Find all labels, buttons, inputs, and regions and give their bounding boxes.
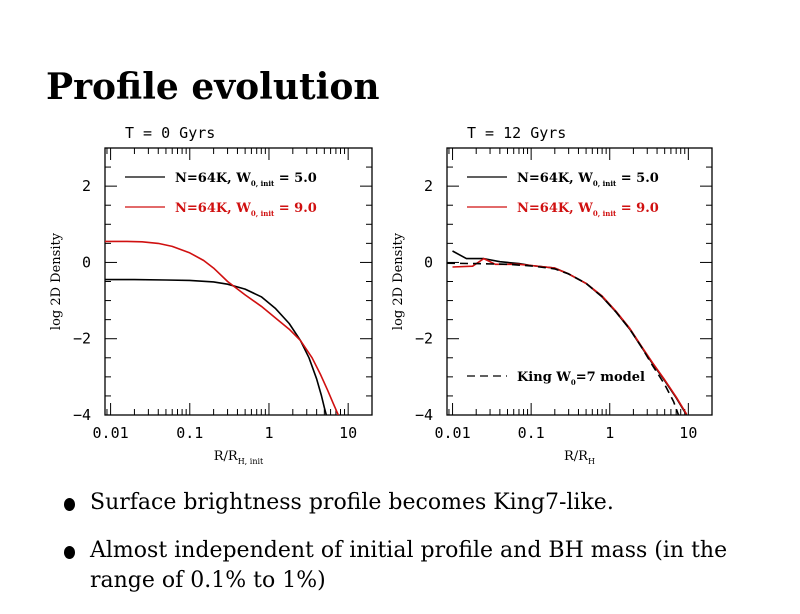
y-axis-label: log 2D Density — [391, 232, 406, 330]
legend-label-suffix: = 5.0 — [616, 171, 659, 186]
x-tick-label: 0.1 — [518, 424, 545, 442]
y-tick-label: −4 — [73, 406, 91, 424]
x-tick-label: 10 — [679, 424, 697, 442]
series-line-0 — [452, 250, 688, 415]
bullet-dot-icon — [64, 498, 75, 511]
y-axis-label: log 2D Density — [49, 232, 64, 330]
bullet-item: Surface brightness profile becomes King7… — [62, 488, 782, 518]
legend-label-sub: 0, init — [593, 209, 617, 218]
chart-panel-t0: 0.01 0.1 1 10 −4 −2 0 2 T = 0 Gyrs R/RH, init log … — [49, 124, 373, 466]
legend-label-2: King W0=7 model — [517, 370, 645, 387]
y-tick-label: −2 — [415, 330, 433, 348]
y-tick-label: 0 — [424, 253, 433, 271]
bullet-text: Surface brightness profile becomes King7… — [90, 490, 614, 515]
legend-label-main: N=64K, W — [517, 201, 593, 216]
panel-title: T = 12 Gyrs — [467, 124, 566, 142]
legend-label-main: King W — [517, 370, 571, 385]
bullet-dot-icon — [64, 546, 75, 559]
series-line-2 — [447, 262, 680, 415]
y-tick-label: 0 — [82, 253, 91, 271]
legend-label-1: N=64K, W0, init = 9.0 — [517, 201, 659, 218]
bullet-item: Almost independent of initial profile an… — [62, 536, 782, 596]
x-tick-label: 0.01 — [434, 424, 470, 442]
legend-label-suffix: = 5.0 — [274, 171, 317, 186]
x-axis-label-main: R/R — [214, 449, 239, 464]
y-tick-label: −2 — [73, 330, 91, 348]
panel-title: T = 0 Gyrs — [125, 124, 215, 142]
x-tick-label: 1 — [264, 424, 273, 442]
x-axis-label: R/RH — [564, 449, 595, 466]
x-tick-label: 1 — [605, 424, 614, 442]
legend-label-main: N=64K, W — [175, 171, 251, 186]
y-tick-label: 2 — [424, 177, 433, 195]
legend-label-sub: 0, init — [251, 179, 275, 188]
series-line-1 — [452, 257, 688, 415]
legend-label-0: N=64K, W0, init = 5.0 — [175, 171, 317, 188]
x-axis-label-sub: H, init — [238, 457, 264, 466]
bullet-list: Surface brightness profile becomes King7… — [62, 488, 782, 614]
y-tick-label: −4 — [415, 406, 433, 424]
legend-label-sub: 0 — [571, 378, 576, 387]
y-tick-label: 2 — [82, 177, 91, 195]
legend-label-suffix: =7 model — [576, 370, 645, 385]
bullet-text: Almost independent of initial profile an… — [90, 538, 728, 593]
x-axis-label: R/RH, init — [214, 449, 264, 466]
x-axis-label-sub: H — [588, 457, 595, 466]
x-tick-label: 0.1 — [176, 424, 203, 442]
slide-title: Profile evolution — [46, 66, 380, 108]
series-line-0 — [105, 278, 328, 415]
legend-label-main: N=64K, W — [517, 171, 593, 186]
x-tick-label: 0.01 — [93, 424, 129, 442]
legend-label-main: N=64K, W — [175, 201, 251, 216]
legend-label-suffix: = 9.0 — [616, 201, 659, 216]
x-tick-label: 10 — [339, 424, 357, 442]
legend-label-suffix: = 9.0 — [274, 201, 317, 216]
legend-label-1: N=64K, W0, init = 9.0 — [175, 201, 317, 218]
series-line-1 — [105, 240, 340, 415]
legend-label-0: N=64K, W0, init = 5.0 — [517, 171, 659, 188]
legend-label-sub: 0, init — [593, 179, 617, 188]
plot-frame — [104, 147, 373, 416]
x-axis-label-main: R/R — [564, 449, 589, 464]
legend-label-sub: 0, init — [251, 209, 275, 218]
